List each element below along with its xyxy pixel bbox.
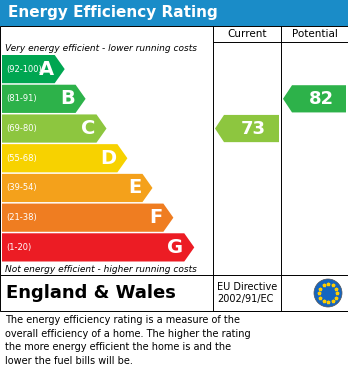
Text: A: A [39, 59, 54, 79]
Polygon shape [2, 144, 127, 172]
Text: (39-54): (39-54) [6, 183, 37, 192]
Text: Energy Efficiency Rating: Energy Efficiency Rating [8, 5, 218, 20]
Bar [0, 26, 348, 275]
Text: (21-38): (21-38) [6, 213, 37, 222]
Polygon shape [2, 174, 152, 202]
Text: (55-68): (55-68) [6, 154, 37, 163]
Text: England & Wales: England & Wales [6, 284, 176, 302]
Polygon shape [2, 115, 106, 143]
Polygon shape [2, 55, 65, 83]
Text: 2002/91/EC: 2002/91/EC [217, 294, 274, 305]
Polygon shape [283, 85, 346, 113]
Text: (1-20): (1-20) [6, 243, 31, 252]
Text: Not energy efficient - higher running costs: Not energy efficient - higher running co… [5, 264, 197, 273]
Text: The energy efficiency rating is a measure of the
overall efficiency of a home. T: The energy efficiency rating is a measur… [5, 315, 251, 366]
Text: B: B [60, 89, 74, 108]
Polygon shape [215, 115, 279, 142]
Polygon shape [2, 204, 173, 232]
Circle shape [314, 279, 342, 307]
Text: E: E [128, 178, 142, 197]
Text: D: D [100, 149, 116, 168]
Text: EU Directive: EU Directive [217, 282, 277, 292]
Polygon shape [2, 233, 194, 262]
Bar [0, 0, 348, 26]
Text: F: F [149, 208, 163, 227]
Polygon shape [2, 85, 86, 113]
Text: Potential: Potential [292, 29, 338, 39]
Text: 73: 73 [241, 120, 266, 138]
Bar [0, 275, 348, 311]
Text: (81-91): (81-91) [6, 94, 37, 103]
Text: (92-100): (92-100) [6, 65, 42, 74]
Text: Very energy efficient - lower running costs: Very energy efficient - lower running co… [5, 44, 197, 53]
Text: C: C [81, 119, 95, 138]
Text: Current: Current [227, 29, 267, 39]
Text: (69-80): (69-80) [6, 124, 37, 133]
Text: G: G [167, 238, 183, 257]
Text: 82: 82 [308, 90, 334, 108]
